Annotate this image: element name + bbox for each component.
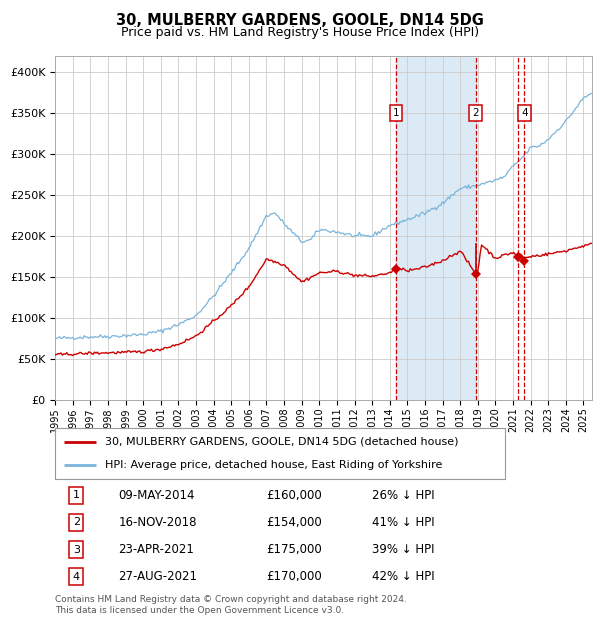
Text: 4: 4 [521, 108, 528, 118]
Text: £175,000: £175,000 [266, 543, 322, 556]
Text: 1: 1 [73, 490, 80, 500]
Text: 4: 4 [73, 572, 80, 582]
Text: 41% ↓ HPI: 41% ↓ HPI [372, 516, 434, 529]
Text: 3: 3 [73, 544, 80, 554]
Text: Price paid vs. HM Land Registry's House Price Index (HPI): Price paid vs. HM Land Registry's House … [121, 26, 479, 38]
Text: 27-AUG-2021: 27-AUG-2021 [119, 570, 197, 583]
Text: 23-APR-2021: 23-APR-2021 [119, 543, 194, 556]
Text: HPI: Average price, detached house, East Riding of Yorkshire: HPI: Average price, detached house, East… [104, 460, 442, 470]
Text: £154,000: £154,000 [266, 516, 322, 529]
Text: £160,000: £160,000 [266, 489, 322, 502]
Text: 42% ↓ HPI: 42% ↓ HPI [372, 570, 434, 583]
Text: 16-NOV-2018: 16-NOV-2018 [119, 516, 197, 529]
Text: 30, MULBERRY GARDENS, GOOLE, DN14 5DG (detached house): 30, MULBERRY GARDENS, GOOLE, DN14 5DG (d… [104, 436, 458, 446]
Bar [396, 56, 476, 400]
Text: 30, MULBERRY GARDENS, GOOLE, DN14 5DG: 30, MULBERRY GARDENS, GOOLE, DN14 5DG [116, 13, 484, 28]
Text: 1: 1 [392, 108, 399, 118]
Text: 2: 2 [73, 518, 80, 528]
Text: £170,000: £170,000 [266, 570, 322, 583]
Text: 2: 2 [472, 108, 479, 118]
Text: 39% ↓ HPI: 39% ↓ HPI [372, 543, 434, 556]
Text: Contains HM Land Registry data © Crown copyright and database right 2024.
This d: Contains HM Land Registry data © Crown c… [55, 595, 407, 614]
Text: 26% ↓ HPI: 26% ↓ HPI [372, 489, 434, 502]
Text: 09-MAY-2014: 09-MAY-2014 [119, 489, 195, 502]
